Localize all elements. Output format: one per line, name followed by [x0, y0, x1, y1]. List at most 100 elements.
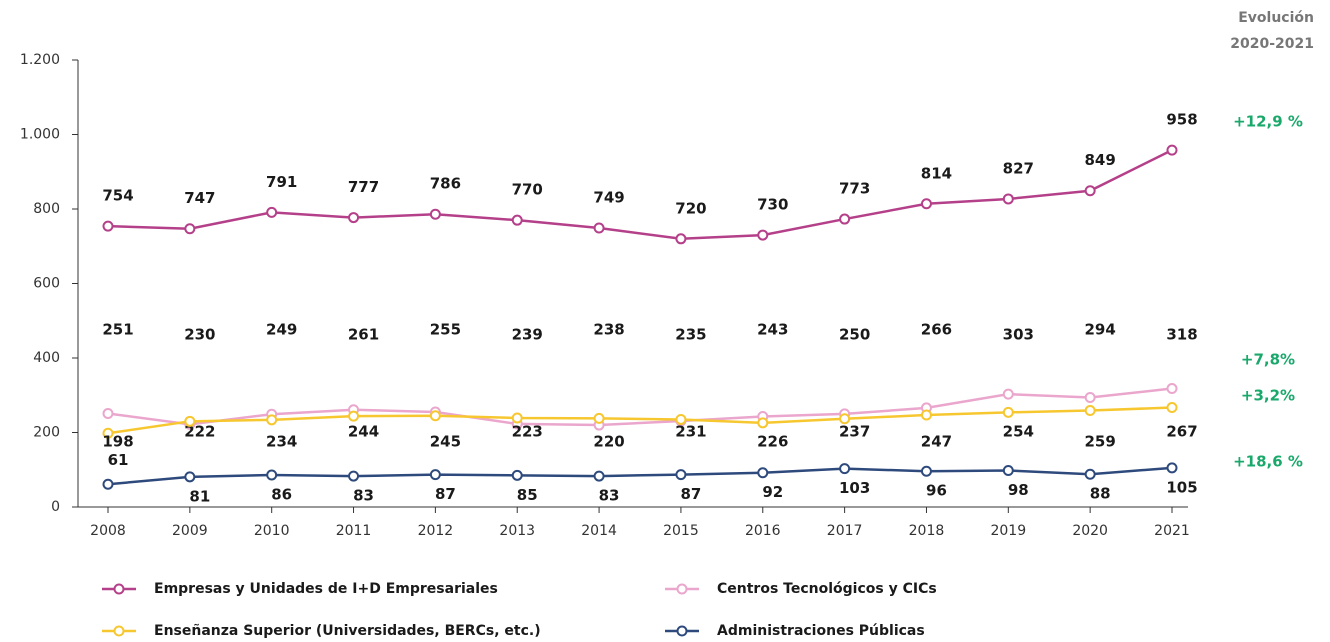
data-label: 223	[512, 423, 543, 441]
data-point	[1166, 402, 1178, 414]
data-label: 747	[184, 189, 215, 207]
data-label: 267	[1166, 423, 1197, 441]
data-label: 770	[512, 181, 543, 199]
legend-label: Enseñanza Superior (Universidades, BERCs…	[154, 623, 541, 639]
data-point	[757, 417, 769, 429]
legend-marker	[113, 625, 125, 637]
data-point	[593, 412, 605, 424]
data-label: 88	[1090, 485, 1111, 503]
data-label: 827	[1003, 159, 1034, 177]
data-label: 849	[1084, 151, 1115, 169]
data-label: 773	[839, 180, 870, 198]
data-point	[266, 206, 278, 218]
data-point	[920, 409, 932, 421]
data-point	[920, 465, 932, 477]
data-label: 85	[517, 486, 538, 504]
data-point	[348, 410, 360, 422]
data-label: 98	[1008, 481, 1029, 499]
data-point	[675, 233, 687, 245]
annotation: +12,9 %	[1233, 113, 1303, 131]
data-point	[511, 214, 523, 226]
data-label: 250	[839, 326, 870, 344]
data-point	[920, 198, 932, 210]
data-label: 83	[599, 487, 620, 505]
data-label: 61	[108, 451, 129, 469]
data-point	[1084, 391, 1096, 403]
x-tick-label: 2012	[418, 523, 454, 539]
data-point	[184, 471, 196, 483]
data-label: 87	[435, 485, 456, 503]
data-point	[511, 469, 523, 481]
legend-marker	[113, 583, 125, 595]
data-point	[593, 470, 605, 482]
evolution-header: Evolución	[1238, 10, 1314, 26]
data-point	[429, 469, 441, 481]
data-point	[1166, 144, 1178, 156]
legend-marker	[676, 583, 688, 595]
series-line	[107, 406, 1173, 435]
data-label: 255	[430, 321, 461, 339]
data-point	[1084, 468, 1096, 480]
data-label: 81	[189, 487, 210, 505]
data-point	[1166, 383, 1178, 395]
y-tick-label: 0	[51, 499, 60, 515]
data-label: 230	[184, 326, 215, 344]
x-tick-label: 2016	[745, 523, 781, 539]
data-label: 294	[1084, 321, 1115, 339]
x-tick-label: 2008	[90, 523, 126, 539]
data-point	[839, 413, 851, 425]
legend-label: Empresas y Unidades de I+D Empresariales	[154, 581, 498, 597]
annotation: +3,2%	[1241, 387, 1295, 405]
data-label: 235	[675, 326, 706, 344]
data-label: 259	[1084, 433, 1115, 451]
data-label: 105	[1166, 478, 1197, 496]
data-point	[675, 413, 687, 425]
data-point	[839, 213, 851, 225]
data-point	[1002, 406, 1014, 418]
data-label: 220	[593, 433, 624, 451]
data-label: 87	[680, 485, 701, 503]
data-label: 198	[102, 433, 133, 451]
data-label: 103	[839, 479, 870, 497]
data-label: 92	[762, 483, 783, 501]
series-line	[107, 387, 1173, 427]
data-label: 249	[266, 321, 297, 339]
data-label: 303	[1003, 326, 1034, 344]
y-tick-label: 1.200	[20, 52, 60, 68]
x-tick-label: 2018	[909, 523, 945, 539]
y-tick-label: 800	[33, 201, 60, 217]
data-label: 96	[926, 482, 947, 500]
data-label: 730	[757, 196, 788, 214]
data-label: 814	[921, 164, 952, 182]
data-label: 958	[1166, 111, 1197, 129]
data-label: 222	[184, 423, 215, 441]
legend-marker	[676, 625, 688, 637]
y-tick-label: 200	[33, 425, 60, 441]
data-point	[511, 412, 523, 424]
data-label: 226	[757, 433, 788, 451]
legend-label: Administraciones Públicas	[717, 623, 925, 639]
x-tick-label: 2020	[1072, 523, 1108, 539]
legend-label: Centros Tecnológicos y CICs	[717, 581, 937, 597]
data-point	[266, 469, 278, 481]
series-line	[107, 466, 1173, 486]
data-point	[102, 427, 114, 439]
data-point	[1084, 405, 1096, 417]
data-label: 777	[348, 178, 379, 196]
data-label: 254	[1003, 423, 1034, 441]
data-point	[675, 469, 687, 481]
data-point	[1002, 193, 1014, 205]
y-tick-label: 1.000	[20, 127, 60, 143]
evolution-header: 2020-2021	[1230, 36, 1314, 52]
data-point	[1002, 388, 1014, 400]
data-point	[757, 467, 769, 479]
data-point	[266, 414, 278, 426]
data-point	[593, 222, 605, 234]
data-label: 720	[675, 199, 706, 217]
data-point	[757, 229, 769, 241]
x-tick-label: 2009	[172, 523, 208, 539]
data-point	[102, 408, 114, 420]
x-tick-label: 2010	[254, 523, 290, 539]
annotation: +18,6 %	[1233, 453, 1303, 471]
